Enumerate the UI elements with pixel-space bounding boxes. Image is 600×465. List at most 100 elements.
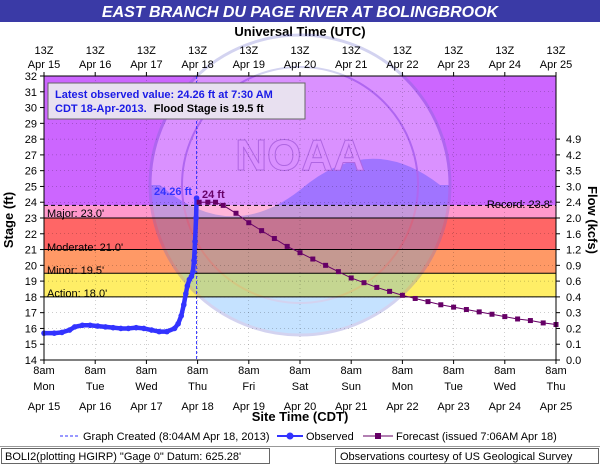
observed-point — [192, 238, 198, 245]
top-tick-label: Apr 23 — [437, 59, 469, 71]
flow-tick-label: 3.0 — [566, 181, 581, 193]
moderate-band — [44, 249, 556, 274]
y-tick-label: 15 — [25, 339, 37, 351]
latest-value-line1: Latest observed value: 24.26 ft at 7:30 … — [55, 89, 273, 101]
top-tick-label: 13Z — [547, 45, 566, 57]
bottom-tick-label: Mon — [33, 381, 54, 393]
observed-point — [180, 301, 187, 308]
flow-tick-label: 2.0 — [566, 213, 581, 225]
y-tick-label: 25 — [25, 181, 37, 193]
right-axis-title: Flow (kcfs) — [585, 186, 600, 254]
y-tick-label: 17 — [25, 308, 37, 320]
forecast-point — [297, 250, 303, 256]
series-layer — [41, 195, 559, 336]
y-tick-label: 14 — [25, 355, 37, 367]
bottom-tick-label: 8am — [84, 365, 105, 377]
forecast-point — [502, 314, 508, 320]
y-tick-label: 28 — [25, 134, 37, 146]
y-tick-label: 18 — [25, 292, 37, 304]
observed-point — [193, 195, 200, 201]
legend-graph-created: Graph Created (8:04AM Apr 18, 2013) — [83, 431, 270, 443]
top-tick-label: Apr 19 — [233, 59, 265, 71]
observed-point — [51, 330, 58, 336]
top-tick-label: 13Z — [495, 45, 514, 57]
forecast-point — [271, 236, 277, 242]
bottom-tick-label: Mon — [392, 381, 413, 393]
flow-tick-label: 1.2 — [566, 245, 581, 257]
bottom-tick-label: Tue — [86, 381, 105, 393]
forecast-point — [213, 199, 219, 205]
observed-point — [102, 324, 109, 330]
y-tick-label: 29 — [25, 118, 37, 130]
latest-value-line2: CDT 18-Apr-2013. Flood Stage is 19.5 ft — [55, 103, 264, 115]
observed-point — [188, 273, 195, 280]
y-tick-label: 22 — [25, 229, 37, 241]
bottom-tick-label: Apr 23 — [437, 401, 469, 413]
major-label: Major: 23.0' — [47, 208, 104, 220]
bottom-tick-label: Wed — [135, 381, 157, 393]
legend: Graph Created (8:04AM Apr 18, 2013) Obse… — [60, 431, 557, 443]
flow-tick-label: 4.2 — [566, 150, 581, 162]
forecast-point — [489, 311, 495, 317]
observed-point — [190, 268, 196, 275]
forecast-point — [463, 307, 469, 313]
y-tick-label: 16 — [25, 323, 37, 335]
top-tick-label: Apr 20 — [284, 59, 316, 71]
top-tick-label: Apr 15 — [28, 59, 60, 71]
observed-point — [193, 215, 199, 221]
bottom-tick-label: Tue — [444, 381, 463, 393]
forecast-point — [196, 199, 202, 205]
latest-value-box: Latest observed value: 24.26 ft at 7:30 … — [47, 82, 306, 120]
y-tick-label: 26 — [25, 166, 37, 178]
observed-point — [141, 325, 147, 332]
y-tick-label: 32 — [25, 71, 37, 83]
top-tick-label: Apr 24 — [489, 59, 521, 71]
top-tick-label: Apr 21 — [335, 59, 367, 71]
forecast-point — [399, 292, 405, 298]
action-label: Action: 18.0' — [47, 288, 107, 300]
bottom-tick-label: Apr 24 — [489, 401, 521, 413]
flow-tick-label: 0.4 — [566, 292, 581, 304]
y-tick-label: 27 — [25, 150, 37, 162]
y-tick-label: 30 — [25, 103, 37, 115]
forecast-point — [348, 275, 354, 281]
above-major-band — [44, 205, 556, 218]
record-label: Record: 23.8' — [487, 199, 552, 211]
flow-tick-label: 0.9 — [566, 260, 581, 272]
observed-point — [175, 320, 181, 327]
bottom-tick-label: Thu — [188, 381, 207, 393]
observed-point — [87, 322, 93, 329]
legend-observed: Observed — [306, 431, 354, 443]
bottom-tick-label: 8am — [443, 365, 464, 377]
forecast-point — [233, 210, 239, 216]
flow-tick-label: 3.5 — [566, 166, 581, 178]
observed-point — [94, 323, 101, 329]
top-tick-label: Apr 18 — [181, 59, 213, 71]
top-tick-label: Apr 25 — [540, 59, 572, 71]
bottom-tick-label: Thu — [547, 381, 566, 393]
title-banner — [0, 0, 600, 22]
bottom-tick-label: 8am — [545, 365, 566, 377]
forecast-point — [476, 309, 482, 315]
forecast-point — [515, 316, 521, 322]
forecast-point — [438, 302, 444, 308]
observed-point — [178, 313, 185, 319]
forecast-point — [259, 228, 265, 234]
y-tick-label: 31 — [25, 87, 37, 99]
observed-point — [79, 322, 86, 329]
bottom-tick-label: 8am — [33, 365, 54, 377]
footer-source: Observations courtesy of US Geological S… — [340, 451, 573, 463]
forecast-point — [323, 262, 329, 268]
axes: 14 15 16 17 18 19 20 21 22 23 24 25 26 27 28 29 30 31 32 0.… — [25, 45, 582, 413]
flow-tick-label: 0.0 — [566, 355, 581, 367]
forecast-point — [527, 318, 533, 324]
bottom-tick-label: 8am — [238, 365, 259, 377]
top-tick-label: Apr 22 — [386, 59, 418, 71]
minor-band — [44, 273, 556, 297]
top-tick-label: Apr 17 — [130, 59, 162, 71]
latest-value-date: CDT 18-Apr-2013. — [55, 103, 147, 115]
flow-tick-label: 0.1 — [566, 339, 581, 351]
observed-point — [118, 325, 124, 332]
observed-point — [59, 329, 65, 336]
forecast-point — [374, 284, 380, 290]
